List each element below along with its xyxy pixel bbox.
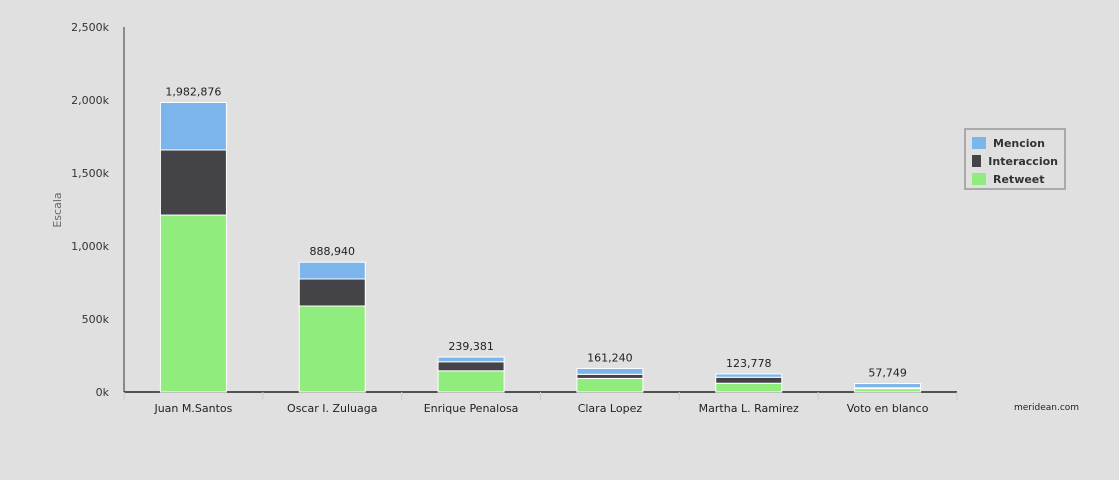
bar-segment-mencion [576,367,644,375]
x-tick-label: Voto en blanco [847,402,929,415]
bar-segment-retweet [854,388,922,393]
y-tick-label: 0k [96,386,110,399]
total-data-label: 123,778 [726,357,772,370]
legend-label: Mencion [993,136,1045,150]
bar-segment-mencion [715,373,783,378]
bar-segment-mencion [854,383,922,389]
bar-segment-mencion [298,261,366,280]
legend-label: Retweet [993,172,1045,186]
legend-swatch [972,137,986,149]
legend: Mencion Interaccion Retweet [964,128,1066,190]
bar-segment-interaccion [576,373,644,379]
y-tick-label: 1,000k [71,240,109,253]
bar-segment-mencion [437,356,505,363]
legend-item-mencion[interactable]: Mencion [972,134,1058,152]
bar-segment-interaccion [298,278,366,307]
y-tick-label: 2,000k [71,94,109,107]
y-tick-label: 1,500k [71,167,109,180]
y-tick-label: 2,500k [71,21,109,34]
bar-segment-interaccion [159,149,227,216]
bar-segment-interaccion [715,376,783,384]
x-tick-label: Martha L. Ramirez [699,402,799,415]
bar-segment-retweet [715,382,783,393]
y-tick-label: 500k [82,313,110,326]
total-data-label: 161,240 [587,351,633,364]
legend-label: Interaccion [988,154,1058,168]
x-tick-label: Juan M.Santos [153,402,232,415]
legend-swatch [972,173,986,185]
bar-segment-interaccion [437,361,505,372]
y-axis-title: Escala [51,192,64,227]
x-tick-label: Clara Lopez [578,402,643,415]
bar-segment-retweet [437,370,505,393]
total-data-label: 1,982,876 [165,86,221,99]
bar-segment-retweet [576,377,644,393]
total-data-label: 888,940 [310,245,356,258]
x-tick-label: Oscar I. Zuluaga [287,402,377,415]
legend-item-interaccion[interactable]: Interaccion [972,152,1058,170]
bar-segment-mencion [159,102,227,151]
credit-link[interactable]: meridean.com [1014,403,1080,413]
x-tick-label: Enrique Penalosa [424,402,519,415]
legend-item-retweet[interactable]: Retweet [972,170,1058,188]
total-data-label: 57,749 [868,367,907,380]
bar-segment-retweet [298,305,366,393]
total-data-label: 239,381 [448,340,494,353]
bar-segment-retweet [159,214,227,393]
legend-swatch [972,155,982,167]
